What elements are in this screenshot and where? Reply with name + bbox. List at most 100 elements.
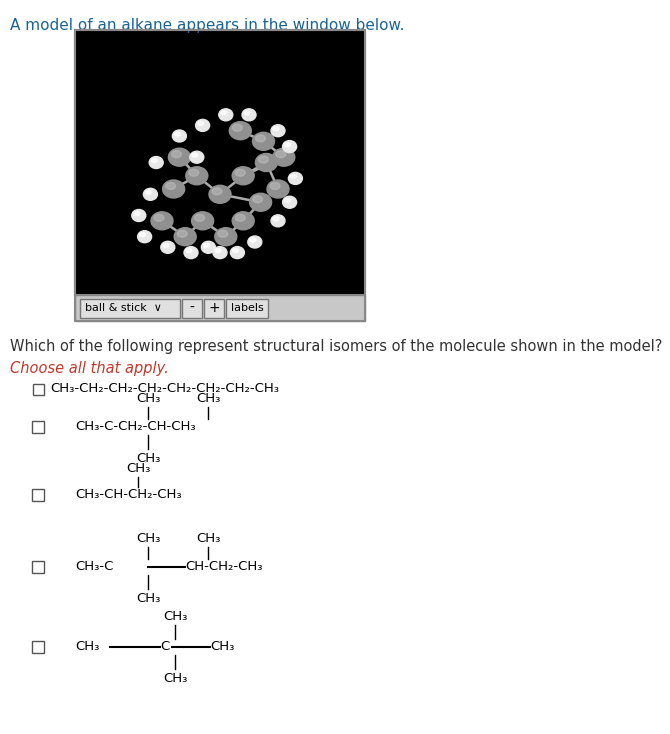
Bar xyxy=(33,383,44,394)
Ellipse shape xyxy=(285,198,291,203)
Text: Choose all that apply.: Choose all that apply. xyxy=(10,361,169,376)
Ellipse shape xyxy=(232,249,239,252)
Ellipse shape xyxy=(271,215,285,227)
Text: +: + xyxy=(208,301,220,315)
Ellipse shape xyxy=(151,212,173,230)
Ellipse shape xyxy=(161,241,175,253)
Ellipse shape xyxy=(198,121,204,126)
Ellipse shape xyxy=(232,124,243,131)
Ellipse shape xyxy=(255,153,277,172)
Ellipse shape xyxy=(165,183,176,189)
Text: CH₃: CH₃ xyxy=(196,393,220,405)
Ellipse shape xyxy=(221,111,227,115)
Ellipse shape xyxy=(218,230,228,237)
Ellipse shape xyxy=(273,148,295,166)
Text: labels: labels xyxy=(230,303,263,313)
Bar xyxy=(32,421,44,433)
Ellipse shape xyxy=(232,167,254,185)
Text: ball & stick  ∨: ball & stick ∨ xyxy=(85,303,162,313)
Ellipse shape xyxy=(174,132,180,136)
Ellipse shape xyxy=(288,172,302,184)
Text: CH₃: CH₃ xyxy=(136,393,160,405)
Ellipse shape xyxy=(213,247,227,258)
Ellipse shape xyxy=(215,228,237,246)
Ellipse shape xyxy=(219,109,232,121)
Ellipse shape xyxy=(271,125,285,137)
Text: CH₃: CH₃ xyxy=(126,462,150,476)
Bar xyxy=(75,30,365,295)
Ellipse shape xyxy=(212,188,222,195)
Text: CH₃: CH₃ xyxy=(210,641,234,653)
Ellipse shape xyxy=(285,142,291,147)
Ellipse shape xyxy=(184,247,198,258)
Ellipse shape xyxy=(283,141,297,153)
Ellipse shape xyxy=(276,150,286,158)
Text: CH₃-CH-CH₂-CH₃: CH₃-CH-CH₂-CH₃ xyxy=(75,489,182,501)
Ellipse shape xyxy=(172,150,182,158)
Bar xyxy=(182,299,202,318)
Text: CH₃: CH₃ xyxy=(136,592,160,606)
Ellipse shape xyxy=(172,130,186,142)
Ellipse shape xyxy=(259,156,269,163)
Ellipse shape xyxy=(267,180,289,198)
Ellipse shape xyxy=(209,185,231,203)
Ellipse shape xyxy=(248,236,262,248)
Ellipse shape xyxy=(273,217,279,221)
Ellipse shape xyxy=(242,109,256,121)
Ellipse shape xyxy=(163,180,185,198)
Ellipse shape xyxy=(196,120,210,131)
Bar xyxy=(32,489,44,501)
Ellipse shape xyxy=(235,214,245,221)
Ellipse shape xyxy=(168,148,190,166)
Text: CH-CH₂-CH₃: CH-CH₂-CH₃ xyxy=(185,561,263,573)
Ellipse shape xyxy=(244,111,250,115)
Bar xyxy=(80,299,180,318)
Bar xyxy=(204,299,224,318)
Ellipse shape xyxy=(230,247,245,258)
Text: CH₃-CH₂-CH₂-CH₂-CH₂-CH₂-CH₂-CH₃: CH₃-CH₂-CH₂-CH₂-CH₂-CH₂-CH₂-CH₃ xyxy=(50,382,279,396)
Bar xyxy=(32,641,44,653)
Text: CH₃-C: CH₃-C xyxy=(75,561,113,573)
Ellipse shape xyxy=(143,189,157,200)
Bar xyxy=(75,295,365,321)
Ellipse shape xyxy=(273,127,279,131)
Ellipse shape xyxy=(250,238,256,242)
Ellipse shape xyxy=(215,249,221,252)
Text: -: - xyxy=(190,301,194,315)
Ellipse shape xyxy=(132,209,146,222)
Ellipse shape xyxy=(137,230,151,243)
Text: CH₃: CH₃ xyxy=(163,672,187,686)
Text: Which of the following represent structural isomers of the molecule shown in the: Which of the following represent structu… xyxy=(10,339,663,354)
Ellipse shape xyxy=(177,230,187,237)
Ellipse shape xyxy=(154,214,164,221)
Ellipse shape xyxy=(174,228,196,246)
Ellipse shape xyxy=(235,170,245,176)
Ellipse shape xyxy=(186,249,192,252)
Ellipse shape xyxy=(290,175,296,178)
Ellipse shape xyxy=(163,243,169,247)
Text: CH₃-C-CH₂-CH-CH₃: CH₃-C-CH₂-CH-CH₃ xyxy=(75,421,196,434)
Ellipse shape xyxy=(151,159,157,162)
Ellipse shape xyxy=(149,156,163,169)
Text: CH₃: CH₃ xyxy=(136,452,160,465)
Ellipse shape xyxy=(253,132,275,150)
Ellipse shape xyxy=(255,135,265,142)
Ellipse shape xyxy=(139,233,145,236)
Ellipse shape xyxy=(134,211,140,216)
Ellipse shape xyxy=(145,190,151,195)
Ellipse shape xyxy=(250,193,271,211)
Text: CH₃: CH₃ xyxy=(136,532,160,545)
Ellipse shape xyxy=(192,153,198,157)
Text: CH₃: CH₃ xyxy=(75,641,99,653)
Ellipse shape xyxy=(270,183,280,189)
Text: CH₃: CH₃ xyxy=(196,532,220,545)
Ellipse shape xyxy=(202,241,215,253)
Ellipse shape xyxy=(204,243,210,247)
Text: C: C xyxy=(160,641,170,653)
Ellipse shape xyxy=(232,212,254,230)
Text: CH₃: CH₃ xyxy=(163,611,187,623)
Bar xyxy=(32,561,44,573)
Bar xyxy=(75,30,365,321)
Ellipse shape xyxy=(194,214,204,221)
Ellipse shape xyxy=(283,196,297,208)
